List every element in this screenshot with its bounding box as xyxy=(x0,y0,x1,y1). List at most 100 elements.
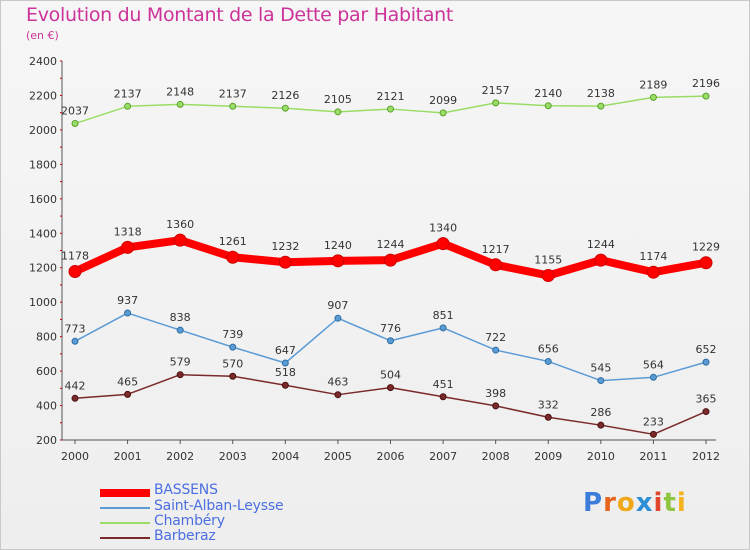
data-label-barberaz: 463 xyxy=(327,376,348,389)
data-point-saint-alban-leysse xyxy=(71,337,79,345)
data-label-chambery: 2037 xyxy=(61,105,89,118)
x-tick-label: 2002 xyxy=(166,450,194,463)
legend-label-barberaz: Barberaz xyxy=(154,528,216,544)
data-point-bassens xyxy=(226,250,240,264)
logo-letter: t xyxy=(663,488,677,518)
data-point-barberaz xyxy=(439,393,447,401)
data-point-saint-alban-leysse xyxy=(334,314,342,322)
data-point-chambery xyxy=(124,102,132,110)
x-tick-label: 2008 xyxy=(482,450,510,463)
legend-swatch-bassens xyxy=(100,489,150,497)
data-point-bassens xyxy=(541,268,555,282)
y-tick-label: 200 xyxy=(36,434,57,447)
data-label-saint-alban-leysse: 776 xyxy=(380,322,401,335)
legend-label-bassens: BASSENS xyxy=(154,482,218,498)
data-point-bassens xyxy=(699,256,713,270)
data-label-barberaz: 398 xyxy=(485,387,506,400)
data-label-bassens: 1261 xyxy=(219,235,247,248)
data-point-saint-alban-leysse xyxy=(229,343,237,351)
data-label-saint-alban-leysse: 851 xyxy=(433,309,454,322)
data-point-barberaz xyxy=(71,394,79,402)
data-point-barberaz xyxy=(176,371,184,379)
data-label-chambery: 2196 xyxy=(692,77,720,90)
data-label-bassens: 1360 xyxy=(166,218,194,231)
x-tick-label: 2001 xyxy=(114,450,142,463)
y-tick-label: 400 xyxy=(36,400,57,413)
y-tick-label: 1200 xyxy=(29,262,57,275)
data-label-barberaz: 442 xyxy=(65,379,86,392)
data-point-bassens xyxy=(646,265,660,279)
logo-letter: r xyxy=(603,488,617,518)
y-tick-label: 600 xyxy=(36,365,57,378)
data-label-bassens: 1232 xyxy=(271,240,299,253)
data-label-bassens: 1174 xyxy=(639,250,667,263)
x-tick-label: 2000 xyxy=(61,450,89,463)
x-tick-label: 2010 xyxy=(587,450,615,463)
data-label-bassens: 1178 xyxy=(61,250,89,263)
y-tick-label: 2000 xyxy=(29,124,57,137)
data-label-bassens: 1318 xyxy=(114,225,142,238)
chart-unit-label: (en €) xyxy=(26,29,59,42)
legend-label-chambery: Chambéry xyxy=(154,513,225,529)
data-point-saint-alban-leysse xyxy=(544,357,552,365)
data-label-barberaz: 332 xyxy=(538,398,559,411)
data-point-bassens xyxy=(278,255,292,269)
data-label-chambery: 2126 xyxy=(271,89,299,102)
data-label-barberaz: 570 xyxy=(222,357,243,370)
data-label-bassens: 1155 xyxy=(534,253,562,266)
logo-letter: i xyxy=(653,488,664,518)
data-label-saint-alban-leysse: 656 xyxy=(538,342,559,355)
data-point-bassens xyxy=(68,265,82,279)
data-point-barberaz xyxy=(281,381,289,389)
data-point-chambery xyxy=(649,93,657,101)
legend-swatch-barberaz xyxy=(100,537,150,539)
data-point-barberaz xyxy=(124,390,132,398)
data-point-chambery xyxy=(176,100,184,108)
logo-letter: o xyxy=(616,488,636,518)
data-point-bassens xyxy=(121,240,135,254)
y-tick-label: 2400 xyxy=(29,55,57,68)
data-point-chambery xyxy=(597,102,605,110)
chart-title: Evolution du Montant de la Dette par Hab… xyxy=(26,4,454,26)
data-point-chambery xyxy=(439,109,447,117)
data-label-barberaz: 286 xyxy=(590,406,611,419)
legend-label-saint-alban-leysse: Saint-Alban-Leysse xyxy=(154,498,284,514)
x-tick-label: 2011 xyxy=(639,450,667,463)
y-tick-label: 1800 xyxy=(29,158,57,171)
data-label-chambery: 2148 xyxy=(166,85,194,98)
proxiti-logo: Proxiti xyxy=(583,488,687,518)
data-point-saint-alban-leysse xyxy=(439,324,447,332)
x-tick-label: 2007 xyxy=(429,450,457,463)
data-label-saint-alban-leysse: 564 xyxy=(643,358,664,371)
data-label-saint-alban-leysse: 722 xyxy=(485,331,506,344)
data-label-saint-alban-leysse: 739 xyxy=(222,328,243,341)
data-label-chambery: 2140 xyxy=(534,87,562,100)
data-point-barberaz xyxy=(387,384,394,392)
data-point-chambery xyxy=(702,92,710,100)
data-label-saint-alban-leysse: 545 xyxy=(590,362,611,375)
data-label-barberaz: 579 xyxy=(170,356,191,369)
legend-swatch-chambery xyxy=(100,522,150,524)
data-point-saint-alban-leysse xyxy=(702,358,710,366)
data-point-saint-alban-leysse xyxy=(492,346,500,354)
data-point-chambery xyxy=(387,105,394,113)
y-tick-label: 1400 xyxy=(29,227,57,240)
x-tick-label: 2004 xyxy=(271,450,299,463)
series-line-barberaz xyxy=(74,373,707,436)
data-label-saint-alban-leysse: 907 xyxy=(327,299,348,312)
data-point-saint-alban-leysse xyxy=(281,359,289,367)
data-label-chambery: 2137 xyxy=(219,87,247,100)
data-label-chambery: 2137 xyxy=(114,87,142,100)
data-label-saint-alban-leysse: 838 xyxy=(170,311,191,324)
data-point-saint-alban-leysse xyxy=(387,337,394,345)
x-tick-label: 2012 xyxy=(692,450,720,463)
data-point-bassens xyxy=(436,237,450,251)
data-point-chambery xyxy=(334,108,342,116)
data-point-barberaz xyxy=(702,408,710,416)
logo-letter: i xyxy=(676,488,687,518)
data-point-chambery xyxy=(71,120,79,128)
data-point-barberaz xyxy=(544,413,552,421)
data-point-bassens xyxy=(489,258,503,272)
